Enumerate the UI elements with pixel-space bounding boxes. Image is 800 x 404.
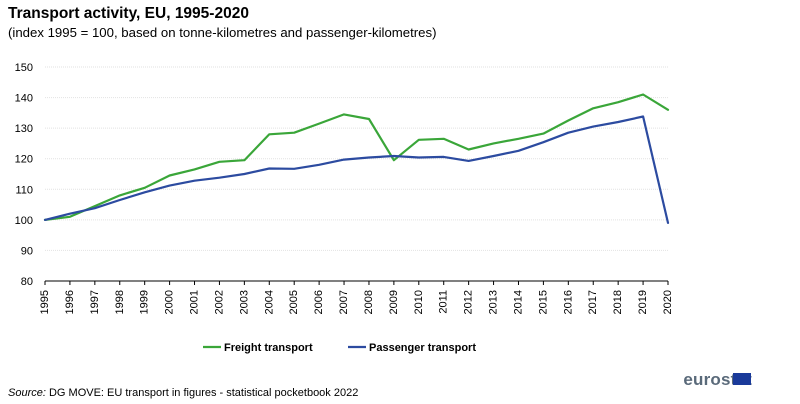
- series-line-freight-transport: [43, 93, 670, 221]
- y-tick-label: 120: [15, 154, 33, 166]
- y-tick-label: 140: [15, 93, 33, 105]
- x-tick-label: 2001: [189, 290, 201, 314]
- x-tick-label: 1995: [39, 290, 51, 314]
- x-tick-label: 2000: [164, 290, 176, 314]
- x-tick-label: 2017: [587, 290, 599, 314]
- x-tick-label: 2020: [662, 290, 674, 314]
- series-line-passenger-transport: [43, 115, 670, 224]
- y-tick-label: 110: [15, 184, 33, 196]
- x-tick-label: 2014: [512, 290, 524, 314]
- x-tick-label: 2018: [612, 290, 624, 314]
- legend-label-freight-transport: Freight transport: [224, 342, 313, 354]
- y-tick-label: 130: [15, 123, 33, 135]
- eu-flag-icon: [733, 373, 751, 385]
- source-label: Source:: [8, 387, 46, 399]
- source-note: Source: DG MOVE: EU transport in figures…: [8, 387, 358, 399]
- y-tick-label: 80: [21, 276, 33, 288]
- x-tick-label: 2004: [263, 290, 275, 314]
- x-tick-label: 2003: [238, 290, 250, 314]
- x-tick-label: 2016: [562, 290, 574, 314]
- x-tick-label: 1996: [64, 290, 76, 314]
- source-text: DG MOVE: EU transport in figures - stati…: [45, 387, 359, 399]
- x-tick-label: 2011: [438, 290, 450, 314]
- x-tick-label: 2009: [388, 290, 400, 314]
- x-tick-label: 2008: [363, 290, 375, 314]
- x-tick-label: 2005: [288, 290, 300, 314]
- x-tick-label: 1999: [139, 290, 151, 314]
- x-tick-label: 2012: [463, 290, 475, 314]
- x-tick-label: 2013: [488, 290, 500, 314]
- chart-title: Transport activity, EU, 1995-2020: [8, 5, 249, 22]
- x-tick-label: 2015: [537, 290, 549, 314]
- x-tick-label: 2006: [313, 290, 325, 314]
- x-tick-label: 1997: [89, 290, 101, 314]
- x-tick-label: 2007: [338, 290, 350, 314]
- x-tick-label: 2019: [637, 290, 649, 314]
- y-tick-label: 100: [15, 215, 33, 227]
- legend-label-passenger-transport: Passenger transport: [369, 342, 476, 354]
- y-tick-label: 150: [15, 62, 33, 74]
- chart-subtitle: (index 1995 = 100, based on tonne-kilome…: [8, 25, 437, 40]
- x-tick-label: 2002: [213, 290, 225, 314]
- x-tick-label: 1998: [114, 290, 126, 314]
- x-tick-label: 2010: [413, 290, 425, 314]
- y-tick-label: 90: [21, 245, 33, 257]
